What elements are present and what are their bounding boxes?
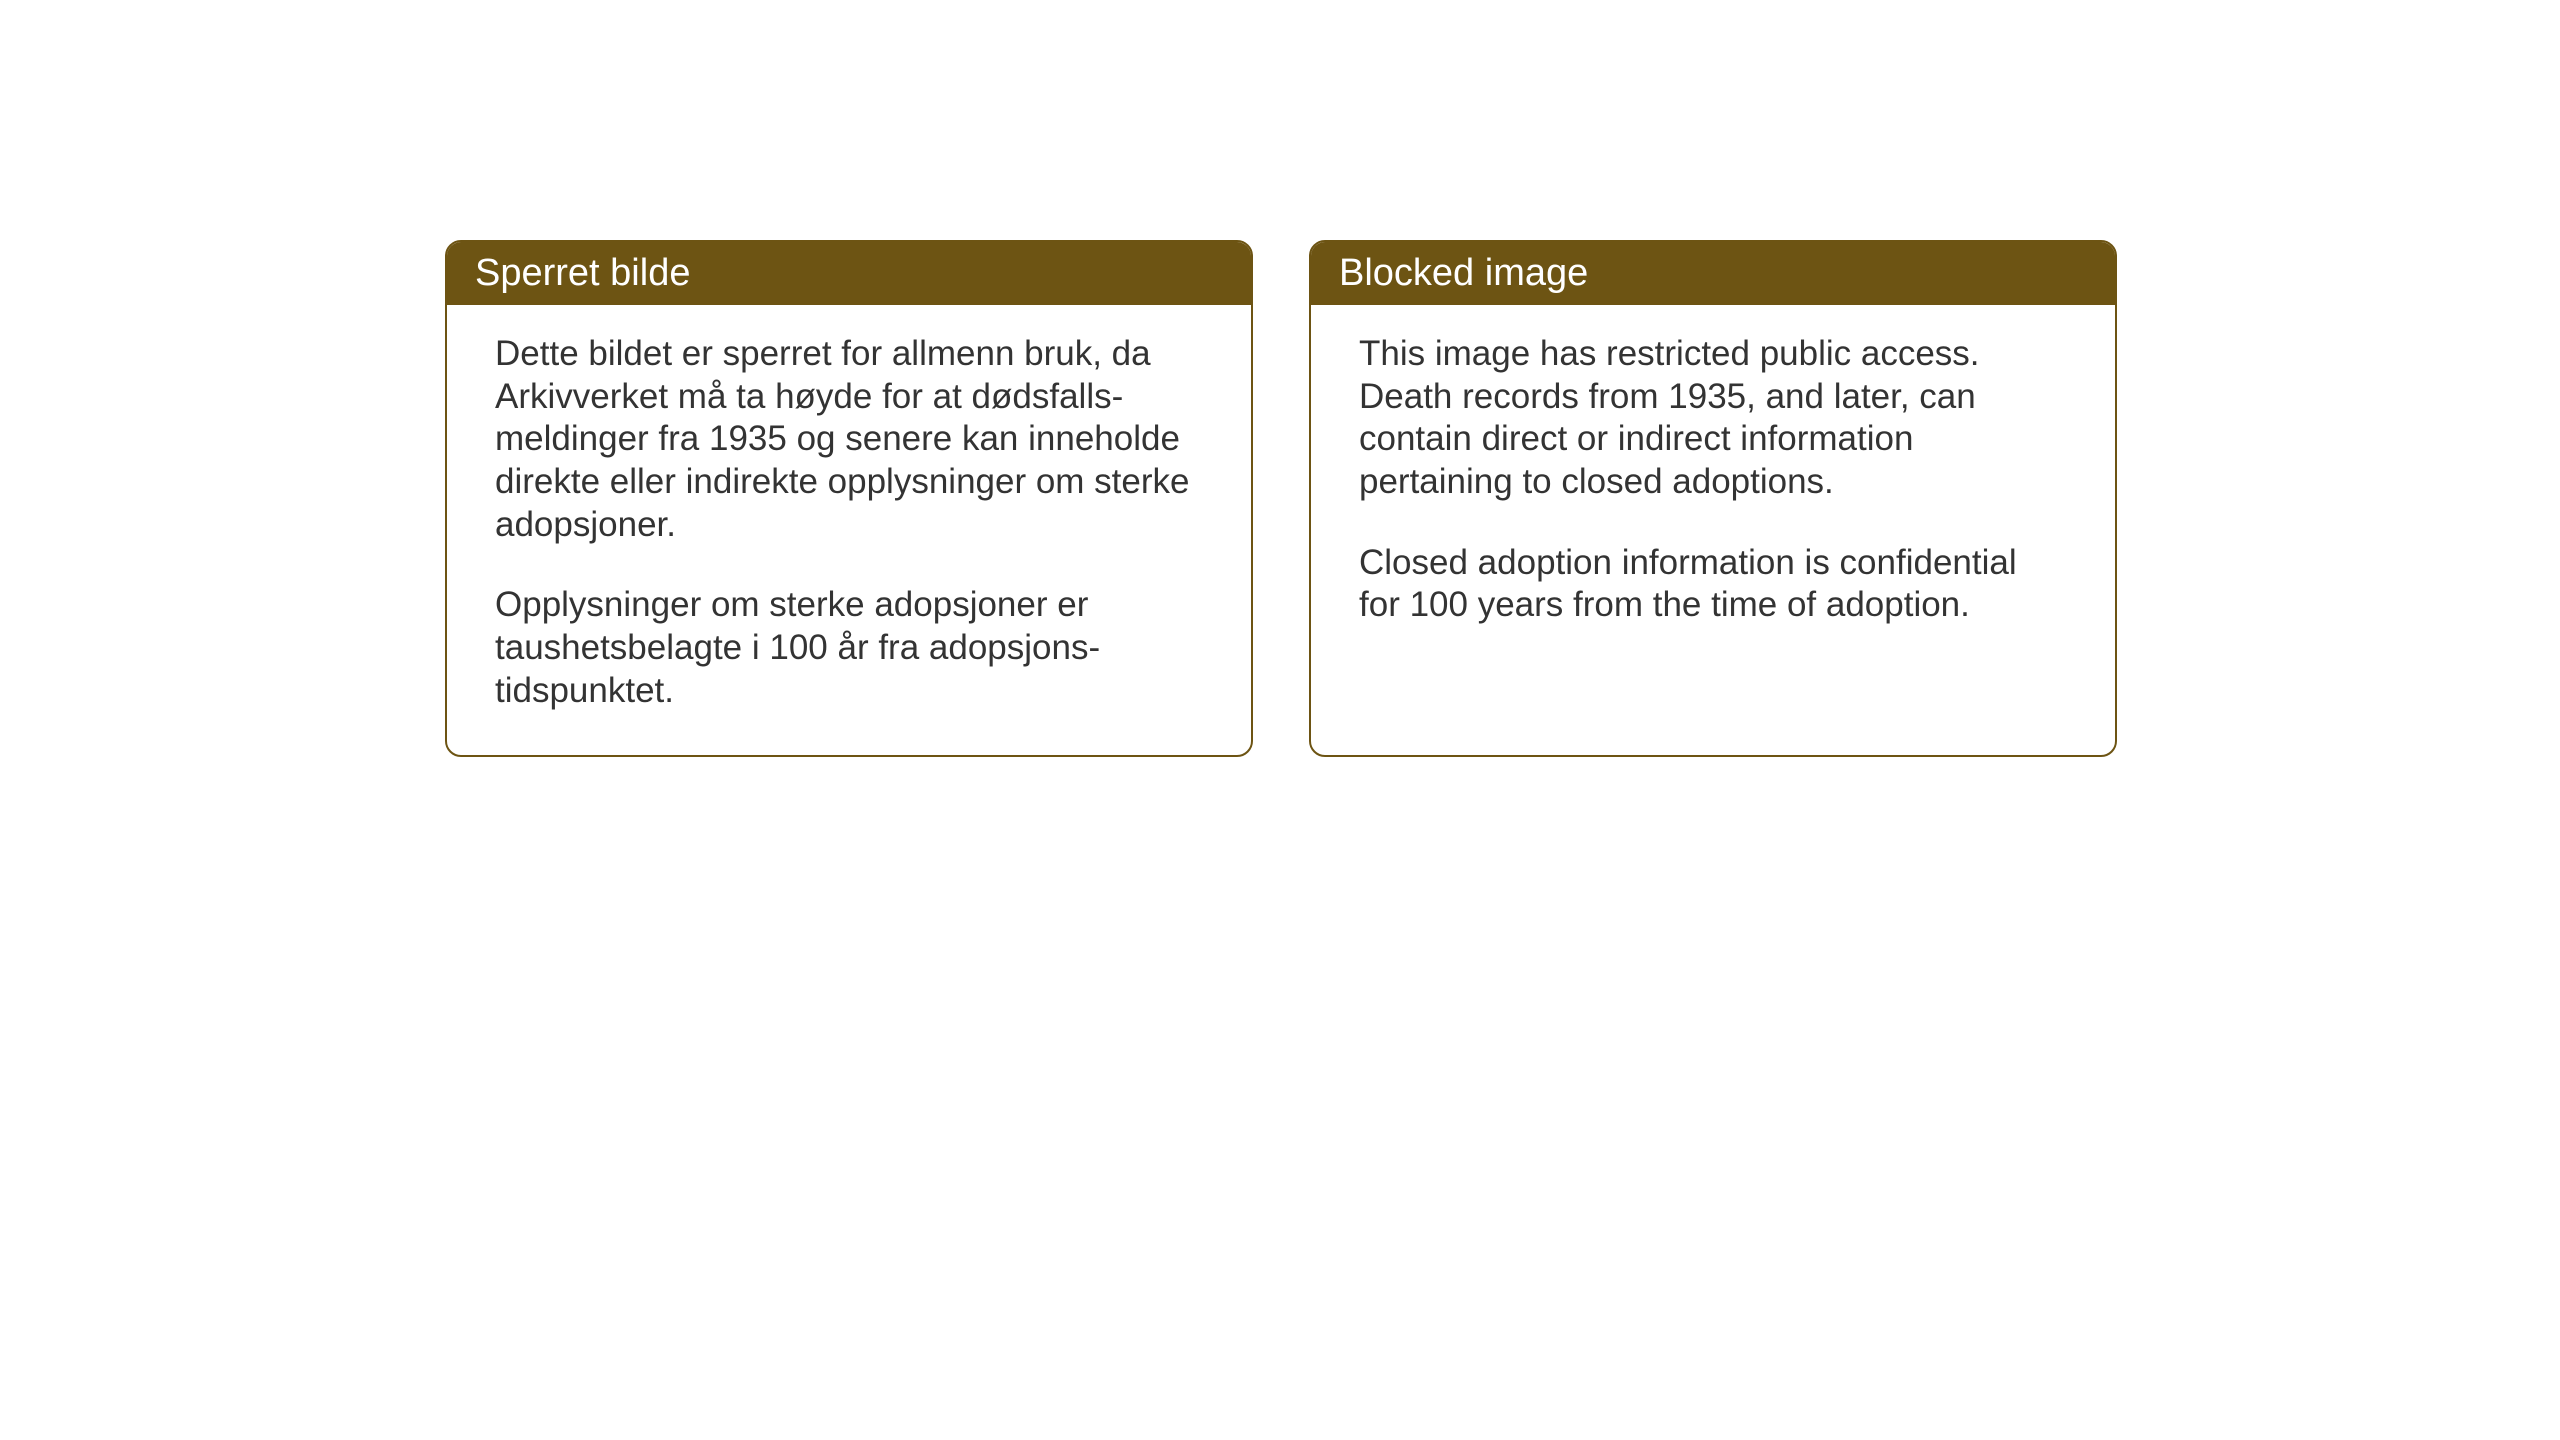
english-paragraph-2: Closed adoption information is confident… [1359, 542, 2067, 627]
norwegian-card-header: Sperret bilde [447, 242, 1251, 305]
norwegian-paragraph-2: Opplysninger om sterke adopsjoner er tau… [495, 584, 1203, 712]
norwegian-card-title: Sperret bilde [475, 252, 690, 294]
norwegian-card: Sperret bilde Dette bildet er sperret fo… [445, 240, 1253, 757]
english-card-body: This image has restricted public access.… [1311, 305, 2115, 669]
english-paragraph-1: This image has restricted public access.… [1359, 333, 2067, 504]
english-card-title: Blocked image [1339, 252, 1588, 294]
norwegian-card-body: Dette bildet er sperret for allmenn bruk… [447, 305, 1251, 755]
english-card: Blocked image This image has restricted … [1309, 240, 2117, 757]
norwegian-paragraph-1: Dette bildet er sperret for allmenn bruk… [495, 333, 1203, 546]
english-card-header: Blocked image [1311, 242, 2115, 305]
cards-container: Sperret bilde Dette bildet er sperret fo… [445, 240, 2117, 757]
